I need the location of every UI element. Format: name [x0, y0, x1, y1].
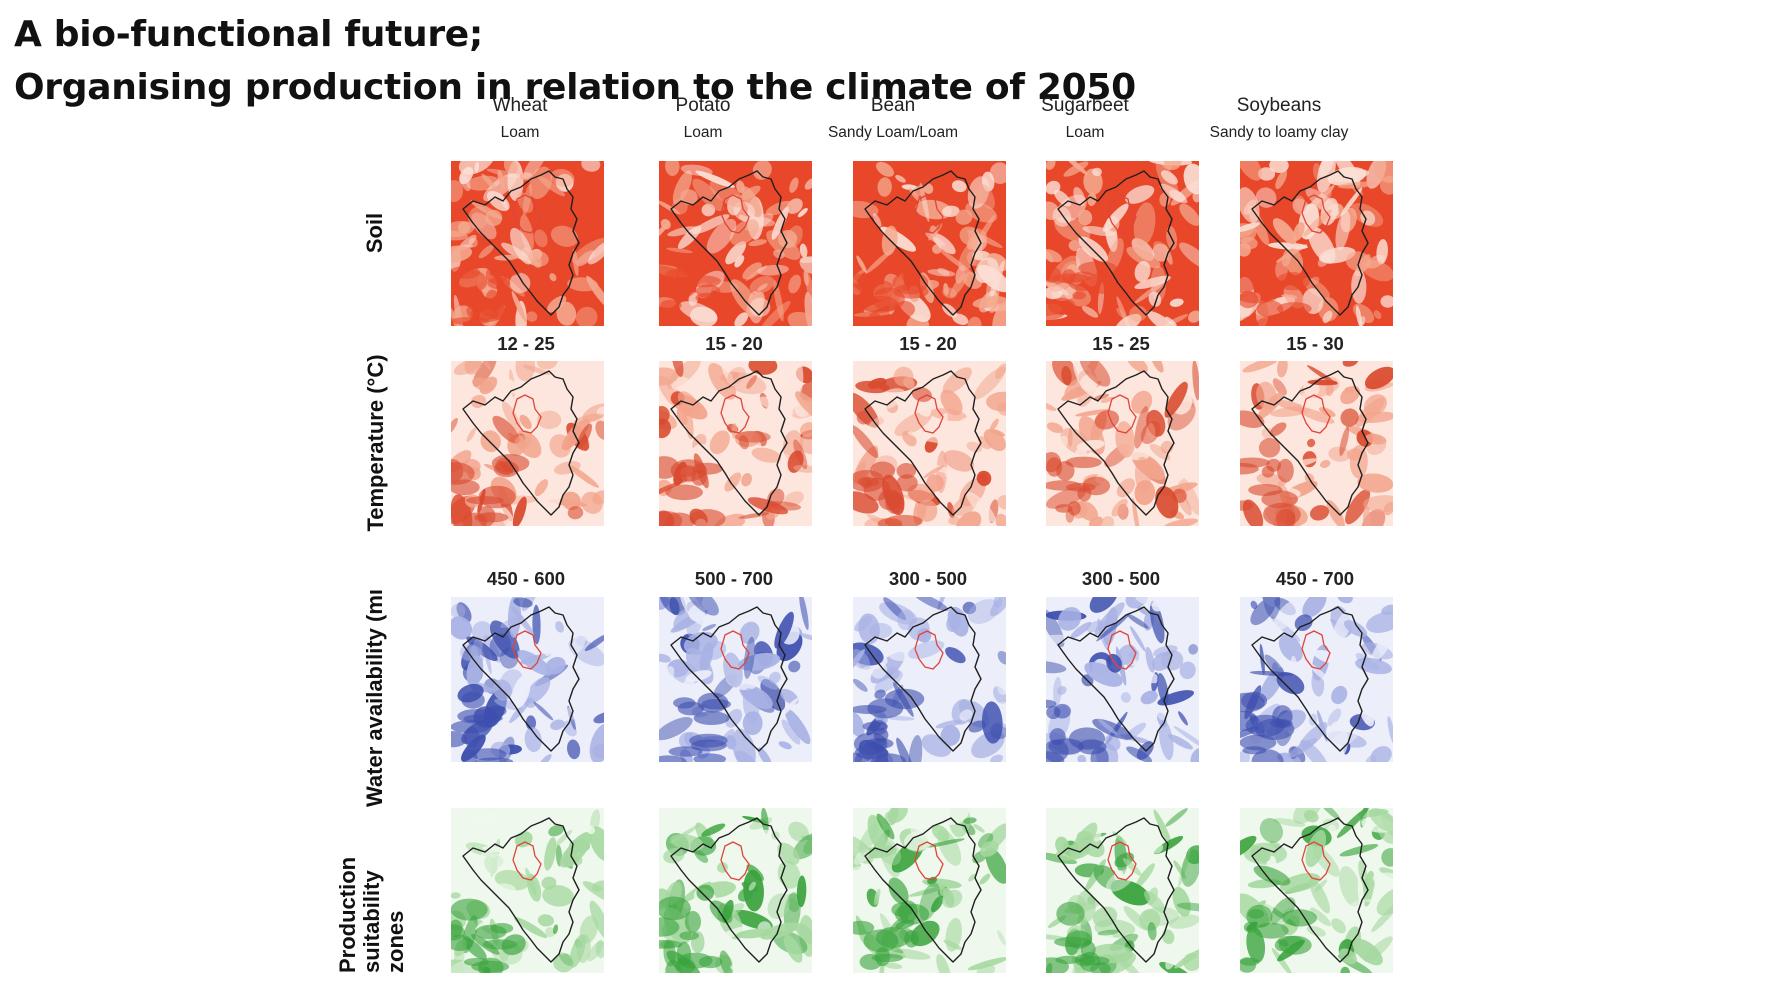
- crop-name: Soybeans: [1236, 95, 1322, 116]
- water-range-soybeans: 450 - 700: [1275, 568, 1355, 589]
- soil-map-bean: [853, 161, 1006, 326]
- temperature-map-sugarbeet: [1046, 361, 1199, 526]
- temperature-map-bean: [853, 361, 1006, 526]
- page-title: A bio-functional future; Organising prod…: [14, 8, 1136, 114]
- title-line-1: A bio-functional future;: [14, 14, 484, 55]
- temperature-map-soybeans: [1240, 361, 1393, 526]
- soil-type: Sandy Loam/Loam: [827, 124, 959, 141]
- water-map-sugarbeet: [1046, 597, 1199, 762]
- production-map-bean: [853, 808, 1006, 973]
- water-map-potato: [659, 597, 812, 762]
- production-map-potato: [659, 808, 812, 973]
- temperature-range-potato: 15 - 20: [705, 333, 763, 354]
- crop-name: Sugarbeet: [1041, 95, 1129, 116]
- column-header-bean: Bean Sandy Loam/Loam: [768, 95, 1018, 143]
- column-header-potato: Potato Loam: [578, 95, 828, 143]
- row-label-production: Production suitability zones: [335, 856, 408, 973]
- crop-name: Wheat: [492, 95, 548, 116]
- temperature-range-wheat: 12 - 25: [497, 333, 555, 354]
- water-map-wheat: [451, 597, 604, 762]
- row-label-temperature: Temperature (°C): [363, 354, 388, 532]
- soil-type: Loam: [683, 124, 723, 141]
- water-range-potato: 500 - 700: [694, 568, 774, 589]
- row-label-water-availability: Water availability (mı: [362, 588, 387, 808]
- crop-name: Bean: [870, 95, 916, 116]
- soil-type: Sandy to loamy clay: [1209, 124, 1349, 141]
- production-map-wheat: [451, 808, 604, 973]
- water-range-wheat: 450 - 600: [486, 568, 566, 589]
- soil-map-wheat: [451, 161, 604, 326]
- soil-type: Loam: [500, 124, 540, 141]
- row-label-soil: Soil: [362, 212, 387, 254]
- column-header-wheat: Wheat Loam: [395, 95, 645, 143]
- column-header-soybeans: Soybeans Sandy to loamy clay: [1154, 95, 1404, 143]
- soil-map-sugarbeet: [1046, 161, 1199, 326]
- production-map-sugarbeet: [1046, 808, 1199, 973]
- soil-map-soybeans: [1240, 161, 1393, 326]
- water-range-sugarbeet: 300 - 500: [1081, 568, 1161, 589]
- temperature-map-potato: [659, 361, 812, 526]
- crop-name: Potato: [675, 95, 731, 116]
- soil-type: Loam: [1065, 124, 1105, 141]
- temperature-range-soybeans: 15 - 30: [1286, 333, 1344, 354]
- temperature-map-wheat: [451, 361, 604, 526]
- water-map-bean: [853, 597, 1006, 762]
- water-map-soybeans: [1240, 597, 1393, 762]
- temperature-range-bean: 15 - 20: [899, 333, 957, 354]
- production-map-soybeans: [1240, 808, 1393, 973]
- soil-map-potato: [659, 161, 812, 326]
- water-range-bean: 300 - 500: [888, 568, 968, 589]
- temperature-range-sugarbeet: 15 - 25: [1092, 333, 1150, 354]
- title-line-2: Organising production in relation to the…: [14, 67, 1136, 108]
- column-header-sugarbeet: Sugarbeet Loam: [960, 95, 1210, 143]
